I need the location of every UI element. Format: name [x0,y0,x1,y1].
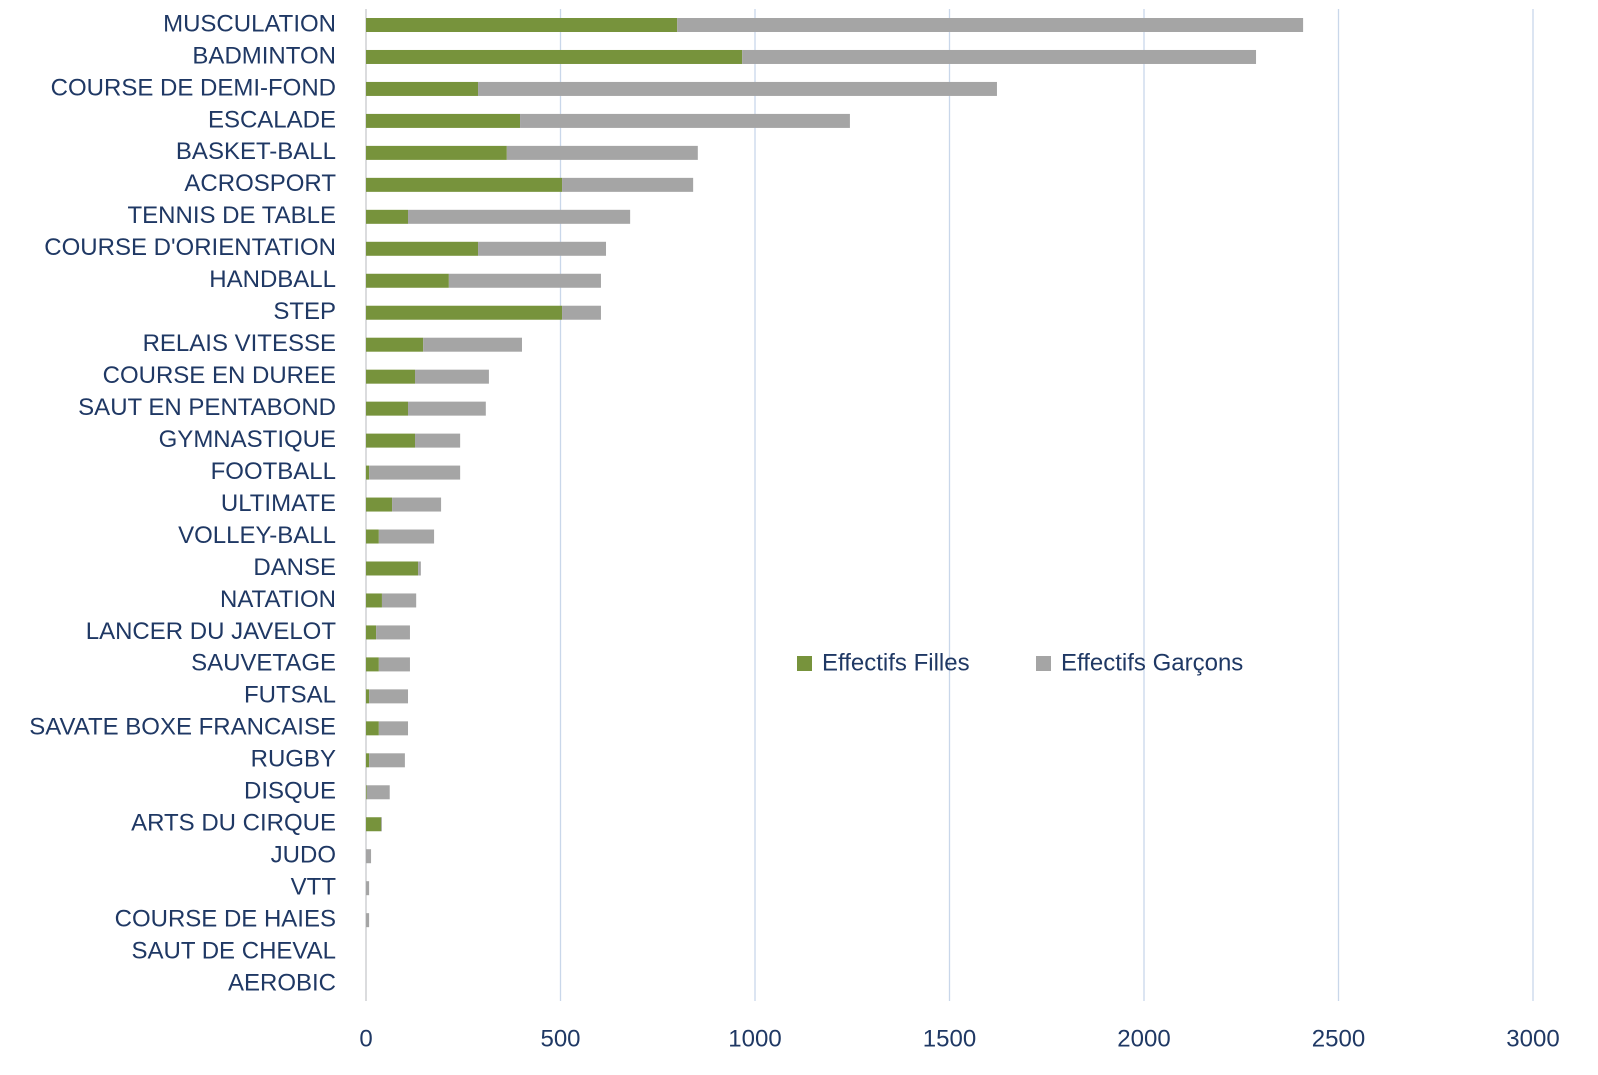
y-tick-label: RELAIS VITESSE [143,330,336,357]
y-tick-label: DISQUE [244,778,336,805]
bar [369,465,461,480]
bar [366,785,367,800]
bar [366,305,563,320]
y-tick-label: LANCER DU JAVELOT [86,618,337,645]
bar [366,561,419,576]
bar [366,849,372,864]
bar [366,369,416,384]
bar [392,497,442,512]
bar [378,529,435,544]
bar [366,625,377,640]
bar [366,497,393,512]
legend-swatch [1036,656,1051,671]
y-tick-label: AEROBIC [228,969,336,996]
bar [423,337,522,352]
y-tick-label: VTT [291,874,337,901]
bar [366,177,563,192]
bar [366,593,382,608]
bar [366,49,743,64]
x-tick-label: 2500 [1312,1025,1365,1052]
y-tick-label: SAUVETAGE [191,650,336,677]
bar [478,81,997,96]
bar [415,369,489,384]
bar [366,465,370,480]
bar [366,209,409,224]
bar [366,113,521,128]
y-tick-label: ACROSPORT [184,170,336,197]
bar [562,177,694,192]
bar [677,18,1304,32]
bar [381,817,382,832]
y-tick-label: SAUT EN PENTABOND [78,394,336,421]
bar [378,657,410,672]
y-tick-label: SAVATE BOXE FRANCAISE [29,714,336,741]
bar [366,241,479,256]
x-tick-label: 500 [540,1025,580,1052]
y-tick-label: SAUT DE CHEVAL [131,937,336,964]
bar [408,209,631,224]
y-tick-label: HANDBALL [209,266,336,293]
bar [415,433,461,448]
bar [506,145,698,160]
bar [448,273,601,288]
y-tick-label: BASKET-BALL [176,138,336,165]
legend-label: Effectifs Garçons [1061,649,1243,676]
legend-label: Effectifs Filles [822,649,970,676]
bar [742,49,1257,64]
bar [381,593,417,608]
bar [418,561,421,576]
y-tick-label: COURSE D'ORIENTATION [44,234,336,261]
y-tick-label: NATATION [220,586,336,613]
bar [366,721,379,736]
x-tick-label: 0 [359,1025,372,1052]
bar [366,273,449,288]
bar [366,689,370,704]
x-tick-label: 1500 [923,1025,976,1052]
bar [369,753,405,768]
bar [366,753,370,768]
y-tick-label: JUDO [271,842,336,869]
bar [378,721,409,736]
bar [366,881,370,896]
bar [366,145,507,160]
bar [366,817,382,832]
y-tick-label: GYMNASTIQUE [159,426,336,453]
x-tick-label: 3000 [1506,1025,1559,1052]
y-tick-label: FUTSAL [244,682,336,709]
bar [520,113,850,128]
bar [366,657,379,672]
y-tick-label: ESCALADE [208,106,336,133]
bar [366,18,678,32]
y-tick-label: COURSE EN DUREE [103,362,336,389]
legend-swatch [797,656,812,671]
bar [376,625,410,640]
y-tick-label: FOOTBALL [211,458,336,485]
y-tick-label: COURSE DE DEMI-FOND [51,74,336,101]
bar [366,401,409,416]
bar [366,785,390,800]
y-tick-label: DANSE [253,554,336,581]
y-tick-label: ARTS DU CIRQUE [131,810,336,837]
y-tick-label: MUSCULATION [163,10,336,37]
bar [369,689,409,704]
x-tick-label: 2000 [1117,1025,1170,1052]
bar [366,81,479,96]
y-tick-label: BADMINTON [192,42,336,69]
bar [408,401,486,416]
x-tick-label: 1000 [728,1025,781,1052]
y-tick-label: ULTIMATE [221,490,336,517]
bar [366,913,370,928]
bar [366,433,416,448]
y-tick-label: STEP [273,298,336,325]
y-tick-label: RUGBY [251,746,336,773]
bar [562,305,601,320]
y-tick-label: TENNIS DE TABLE [128,202,337,229]
bar [478,241,607,256]
bar [366,529,379,544]
bar [366,337,424,352]
y-tick-label: COURSE DE HAIES [115,906,336,933]
y-tick-label: VOLLEY-BALL [178,522,336,549]
